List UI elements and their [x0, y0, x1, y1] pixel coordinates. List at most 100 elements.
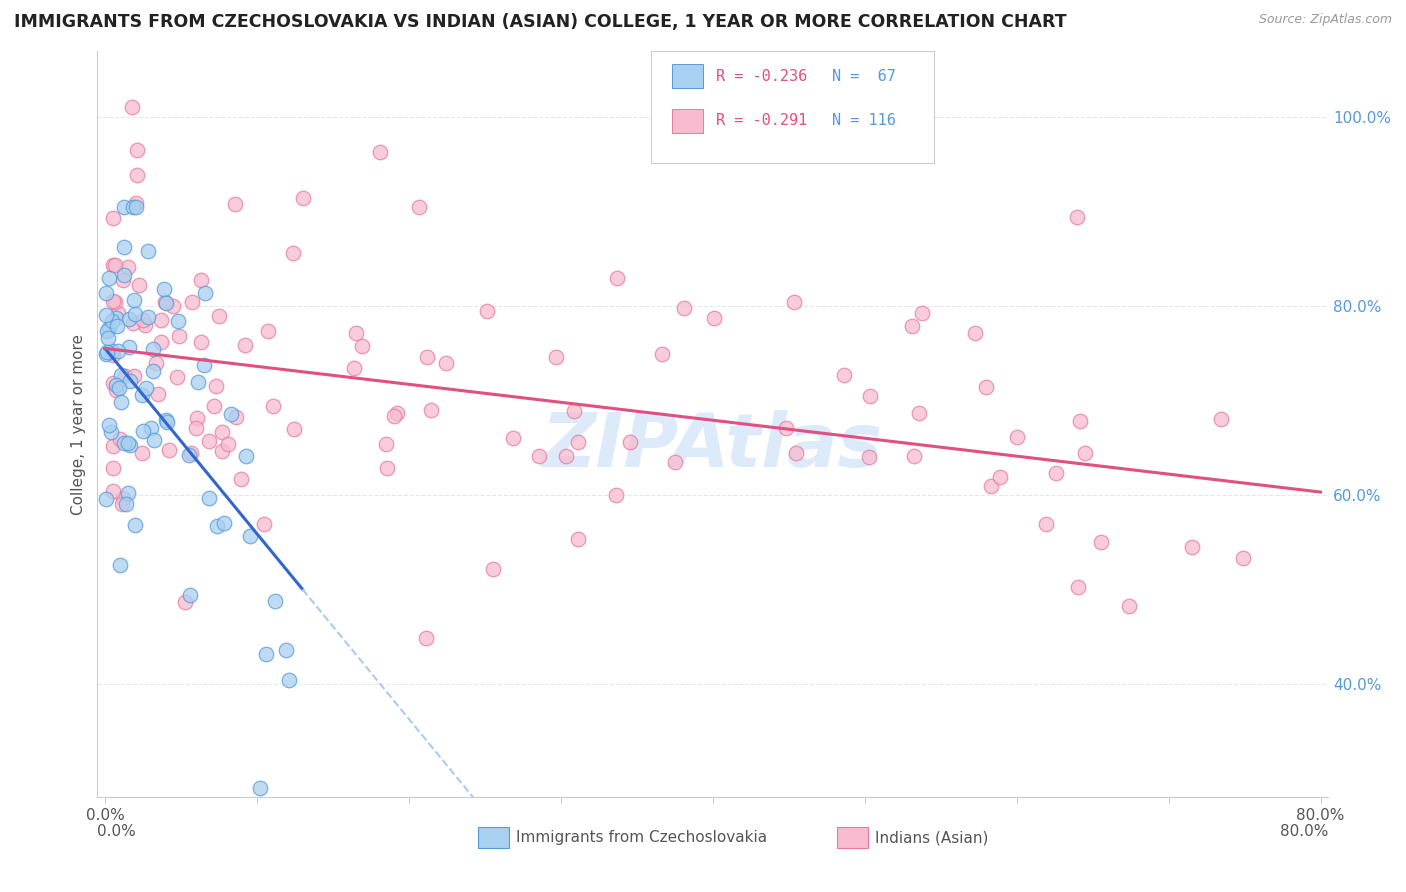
Point	[122, 369, 145, 384]
Point	[1045, 466, 1067, 480]
Point	[619, 435, 641, 450]
Point	[157, 443, 180, 458]
Point	[783, 295, 806, 310]
Point	[859, 389, 882, 403]
Point	[166, 370, 188, 384]
Point	[1090, 535, 1112, 549]
Point	[128, 277, 150, 292]
Point	[544, 351, 567, 365]
Point	[122, 200, 145, 214]
Point	[205, 519, 228, 533]
Point	[1118, 599, 1140, 613]
Point	[834, 368, 856, 382]
Point	[101, 344, 124, 359]
Point	[233, 338, 256, 352]
Point	[187, 375, 209, 389]
Point	[120, 374, 142, 388]
Point	[98, 320, 121, 334]
Point	[1069, 414, 1091, 428]
Point	[173, 595, 195, 609]
Point	[125, 196, 148, 211]
Point	[125, 200, 148, 214]
Point	[1074, 446, 1097, 460]
Point	[166, 313, 188, 327]
Point	[142, 363, 165, 377]
Point	[114, 368, 136, 383]
Point	[153, 294, 176, 309]
Point	[112, 435, 135, 450]
Point	[211, 443, 233, 458]
Point	[96, 309, 118, 323]
Point	[907, 406, 929, 420]
Point	[97, 331, 120, 345]
Point	[96, 491, 118, 506]
Point	[117, 486, 139, 500]
Point	[254, 647, 277, 661]
Point	[155, 412, 177, 426]
Point	[112, 268, 135, 283]
Point	[101, 294, 124, 309]
Point	[167, 329, 190, 343]
Point	[101, 460, 124, 475]
Point	[415, 631, 437, 645]
Point	[104, 377, 127, 392]
Point	[112, 240, 135, 254]
Point	[416, 350, 439, 364]
Point	[162, 299, 184, 313]
Point	[502, 431, 524, 445]
Point	[375, 460, 398, 475]
Point	[132, 424, 155, 438]
Point	[155, 295, 177, 310]
Point	[775, 421, 797, 435]
Point	[96, 285, 118, 300]
Point	[105, 310, 128, 325]
Point	[101, 314, 124, 328]
Point	[96, 345, 118, 359]
Point	[264, 593, 287, 607]
Point	[186, 410, 208, 425]
Point	[1232, 550, 1254, 565]
Point	[101, 439, 124, 453]
Point	[131, 388, 153, 402]
Point	[131, 446, 153, 460]
Text: 0.0%: 0.0%	[97, 824, 136, 839]
Text: R = -0.291: R = -0.291	[717, 113, 807, 128]
Point	[107, 343, 129, 358]
Point	[101, 348, 124, 362]
Point	[291, 191, 314, 205]
Point	[235, 449, 257, 463]
Point	[145, 356, 167, 370]
Point	[124, 517, 146, 532]
Point	[343, 361, 366, 376]
Point	[100, 425, 122, 439]
Point	[110, 432, 132, 446]
Point	[136, 310, 159, 324]
Point	[202, 399, 225, 413]
Point	[101, 484, 124, 499]
Point	[1066, 210, 1088, 224]
Point	[180, 446, 202, 460]
Point	[988, 470, 1011, 484]
Point	[132, 313, 155, 327]
Point	[605, 488, 627, 502]
Point	[350, 339, 373, 353]
Point	[156, 415, 179, 429]
Text: R = -0.236: R = -0.236	[717, 69, 807, 84]
Point	[107, 381, 129, 395]
Point	[124, 293, 146, 307]
Point	[104, 258, 127, 272]
Point	[96, 324, 118, 338]
Point	[475, 303, 498, 318]
Point	[963, 326, 986, 341]
Point	[153, 282, 176, 296]
Point	[101, 258, 124, 272]
Point	[110, 558, 132, 572]
Point	[105, 383, 128, 397]
Y-axis label: College, 1 year or more: College, 1 year or more	[72, 334, 86, 515]
Point	[567, 532, 589, 546]
Point	[194, 285, 217, 300]
Point	[184, 421, 207, 435]
Point	[150, 313, 173, 327]
Point	[217, 437, 239, 451]
Point	[96, 347, 118, 361]
